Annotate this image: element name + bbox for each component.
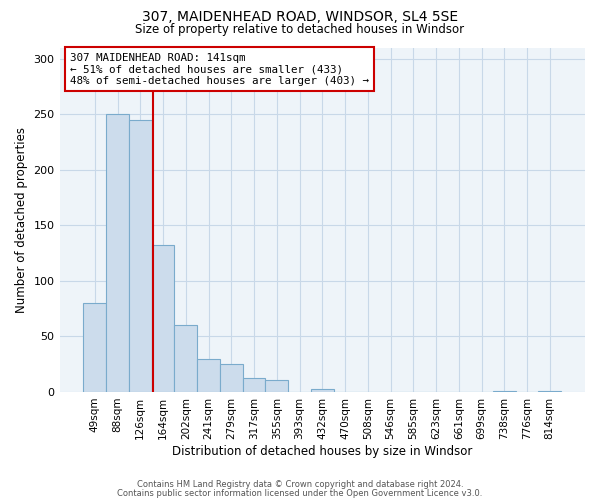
Bar [197,358,220,392]
Bar [311,388,334,392]
Bar [538,391,561,392]
Bar [493,391,515,392]
Bar [152,246,175,392]
Text: Contains HM Land Registry data © Crown copyright and database right 2024.: Contains HM Land Registry data © Crown c… [137,480,463,489]
Text: 307, MAIDENHEAD ROAD, WINDSOR, SL4 5SE: 307, MAIDENHEAD ROAD, WINDSOR, SL4 5SE [142,10,458,24]
Text: Contains public sector information licensed under the Open Government Licence v3: Contains public sector information licen… [118,488,482,498]
Bar [129,120,152,392]
Bar [242,378,265,392]
X-axis label: Distribution of detached houses by size in Windsor: Distribution of detached houses by size … [172,444,472,458]
Bar [265,380,288,392]
Text: 307 MAIDENHEAD ROAD: 141sqm
← 51% of detached houses are smaller (433)
48% of se: 307 MAIDENHEAD ROAD: 141sqm ← 51% of det… [70,52,369,86]
Bar [83,303,106,392]
Bar [106,114,129,392]
Bar [220,364,242,392]
Bar [175,326,197,392]
Y-axis label: Number of detached properties: Number of detached properties [15,126,28,312]
Text: Size of property relative to detached houses in Windsor: Size of property relative to detached ho… [136,22,464,36]
